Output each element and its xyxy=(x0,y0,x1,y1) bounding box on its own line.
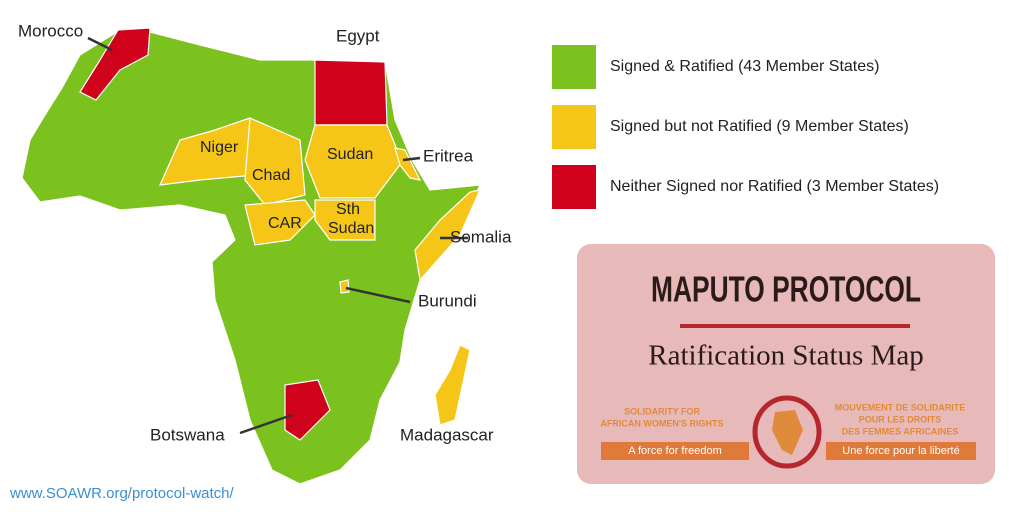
country-label: CAR xyxy=(268,215,302,232)
country-label: Burundi xyxy=(418,291,477,310)
logo-text: AFRICAN WOMEN'S RIGHTS xyxy=(600,418,723,428)
url[interactable]: www.SOAWR.org/protocol-watch/ xyxy=(9,485,235,502)
logo-tag: A force for freedom xyxy=(628,445,722,457)
country-car xyxy=(244,199,316,246)
leader-line xyxy=(402,156,421,162)
legend-swatch xyxy=(552,165,596,209)
legend-swatch xyxy=(552,45,596,89)
country-eritrea xyxy=(394,147,422,181)
logo-africa xyxy=(772,410,803,455)
country-label: Morocco xyxy=(18,21,83,40)
country-label: Sudan xyxy=(327,146,373,163)
logo-text: SOLIDARITY FOR xyxy=(624,406,700,416)
legend: Signed & Ratified (43 Member States) Sign… xyxy=(552,45,939,209)
country-label: Somalia xyxy=(450,227,512,246)
legend-label: Signed but not Ratified (9 Member States… xyxy=(610,118,909,135)
country-label: Sudan xyxy=(328,220,374,237)
leader-line xyxy=(345,286,411,304)
leader-line xyxy=(239,413,293,435)
leader-lines xyxy=(87,36,468,435)
country-chad xyxy=(244,117,306,206)
logo-tag: Une force pour la liberté xyxy=(842,445,959,457)
logo-text: DES FEMMES AFRICAINES xyxy=(842,426,959,436)
country-south-sudan xyxy=(314,199,376,241)
country-label: Egypt xyxy=(336,26,380,45)
title-box: MAPUTO PROTOCOL Ratification Status Map … xyxy=(577,244,995,484)
logo-text: MOUVEMENT DE SOLIDARITE xyxy=(835,402,966,412)
country-label: Sth xyxy=(336,201,360,218)
legend-label: Signed & Ratified (43 Member States) xyxy=(610,58,879,75)
box-subtitle: Ratification Status Map xyxy=(648,340,923,372)
africa-map xyxy=(21,27,482,485)
country-label: Madagascar xyxy=(400,425,494,444)
country-morocco xyxy=(79,27,151,101)
country-sudan xyxy=(304,124,403,199)
country-label: Niger xyxy=(200,139,239,156)
country-madagascar xyxy=(434,344,471,426)
country-label: Eritrea xyxy=(423,146,474,165)
legend-label: Neither Signed nor Ratified (3 Member St… xyxy=(610,178,939,195)
logo-tag-bg xyxy=(826,442,976,460)
country-botswana xyxy=(284,379,331,441)
country-egypt xyxy=(314,59,388,126)
logo-tag-bg xyxy=(601,442,749,460)
box-title: MAPUTO PROTOCOL xyxy=(651,269,921,310)
logo-text: POUR LES DROITS xyxy=(859,414,942,424)
leader-line xyxy=(87,36,113,52)
country-burundi xyxy=(339,279,350,294)
country-label: Botswana xyxy=(150,425,225,444)
country-somalia xyxy=(414,189,482,282)
country-label: Chad xyxy=(252,167,290,184)
title-box-bg xyxy=(577,244,995,484)
legend-swatch xyxy=(552,105,596,149)
logo-ring xyxy=(752,395,822,469)
signed-ratified-region xyxy=(21,29,481,485)
